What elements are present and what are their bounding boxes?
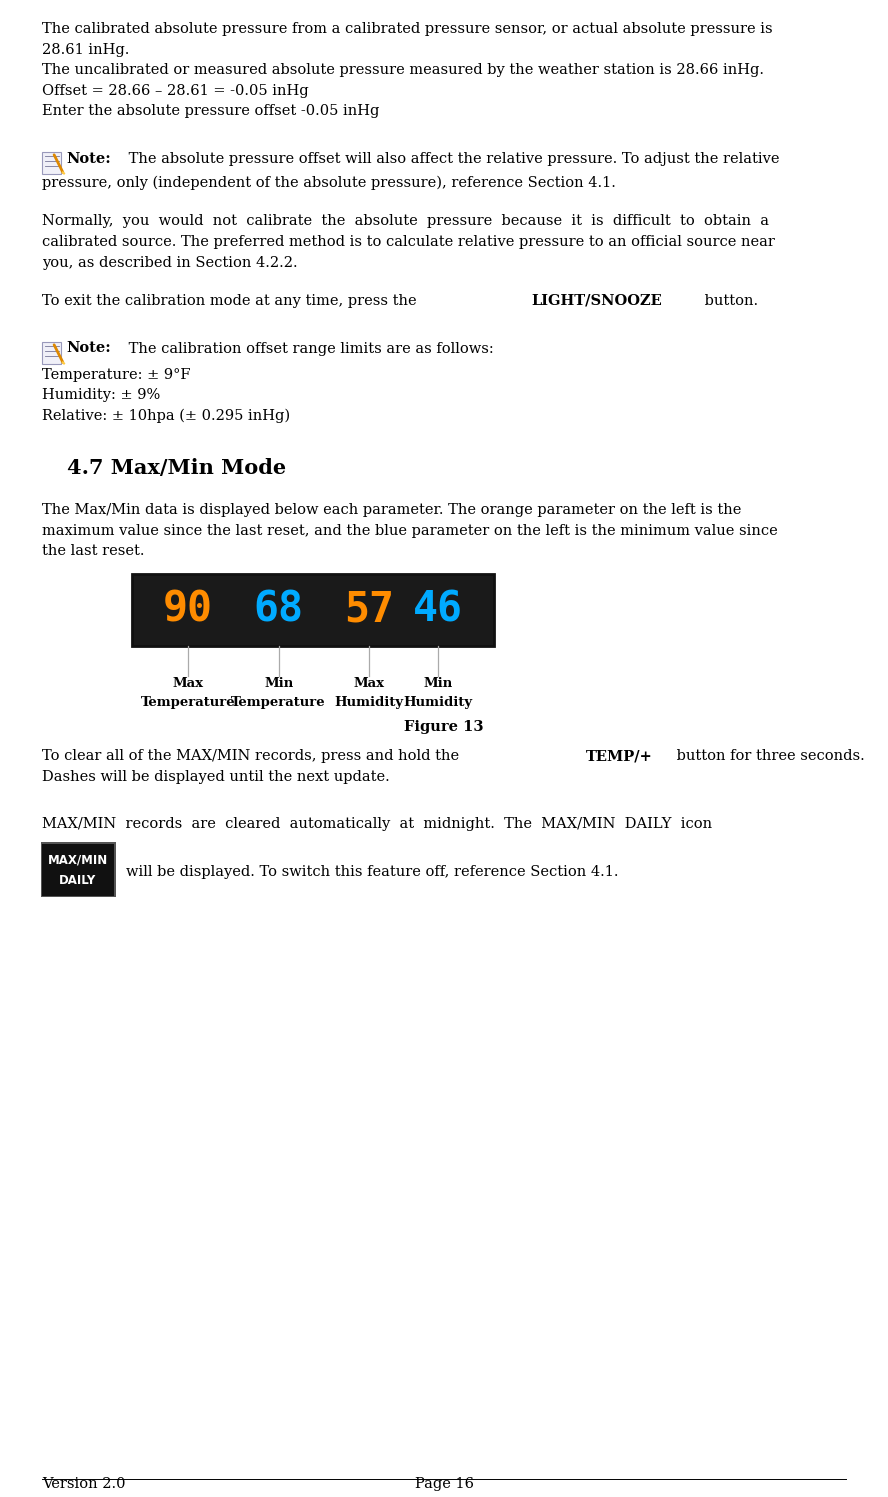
Text: Temperature: Temperature (141, 696, 235, 708)
FancyBboxPatch shape (42, 341, 60, 364)
Text: maximum value since the last reset, and the blue parameter on the left is the mi: maximum value since the last reset, and … (42, 524, 778, 537)
Text: Offset = 28.66 – 28.61 = -0.05 inHg: Offset = 28.66 – 28.61 = -0.05 inHg (42, 84, 309, 97)
Text: will be displayed. To switch this feature off, reference Section 4.1.: will be displayed. To switch this featur… (126, 865, 619, 879)
Text: Humidity: Humidity (335, 696, 404, 708)
Text: Figure 13: Figure 13 (404, 720, 484, 734)
Text: Max: Max (172, 677, 203, 690)
Text: TEMP/+: TEMP/+ (586, 748, 653, 763)
Text: Min: Min (424, 677, 453, 690)
Text: LIGHT/SNOOZE: LIGHT/SNOOZE (531, 293, 662, 308)
Text: Enter the absolute pressure offset -0.05 inHg: Enter the absolute pressure offset -0.05… (42, 103, 379, 118)
Text: Humidity: ± 9%: Humidity: ± 9% (42, 389, 160, 403)
Text: Temperature: Temperature (231, 696, 326, 708)
Text: Relative: ± 10hpa (± 0.295 inHg): Relative: ± 10hpa (± 0.295 inHg) (42, 409, 290, 424)
Text: calibrated source. The preferred method is to calculate relative pressure to an : calibrated source. The preferred method … (42, 235, 775, 249)
FancyBboxPatch shape (42, 844, 114, 895)
Text: button for three seconds.: button for three seconds. (672, 748, 865, 763)
Text: The calibrated absolute pressure from a calibrated pressure sensor, or actual ab: The calibrated absolute pressure from a … (42, 22, 773, 36)
Text: 28.61 inHg.: 28.61 inHg. (42, 42, 130, 57)
Text: pressure, only (independent of the absolute pressure), reference Section 4.1.: pressure, only (independent of the absol… (42, 177, 616, 190)
Text: The Max/Min data is displayed below each parameter. The orange parameter on the : The Max/Min data is displayed below each… (42, 503, 741, 518)
Text: 4.7 Max/Min Mode: 4.7 Max/Min Mode (67, 458, 286, 479)
Text: DAILY: DAILY (59, 874, 97, 886)
Text: The uncalibrated or measured absolute pressure measured by the weather station i: The uncalibrated or measured absolute pr… (42, 63, 764, 76)
Text: Version 2.0: Version 2.0 (42, 1478, 125, 1491)
Text: 57: 57 (345, 588, 394, 630)
Text: 46: 46 (413, 588, 463, 630)
Text: Humidity: Humidity (403, 696, 472, 708)
Text: Note:: Note: (67, 341, 111, 355)
Text: Min: Min (264, 677, 293, 690)
Text: To clear all of the MAX/MIN records, press and hold the: To clear all of the MAX/MIN records, pre… (42, 748, 464, 763)
Text: Dashes will be displayed until the next update.: Dashes will be displayed until the next … (42, 769, 390, 783)
Text: The calibration offset range limits are as follows:: The calibration offset range limits are … (124, 341, 494, 355)
Text: Normally,  you  would  not  calibrate  the  absolute  pressure  because  it  is : Normally, you would not calibrate the ab… (42, 214, 769, 229)
Text: The absolute pressure offset will also affect the relative pressure. To adjust t: The absolute pressure offset will also a… (124, 151, 780, 166)
Text: the last reset.: the last reset. (42, 545, 145, 558)
Text: MAX/MIN: MAX/MIN (48, 853, 108, 867)
Text: button.: button. (700, 293, 758, 308)
Text: MAX/MIN  records  are  cleared  automatically  at  midnight.  The  MAX/MIN  DAIL: MAX/MIN records are cleared automaticall… (42, 817, 712, 831)
Text: 68: 68 (254, 588, 304, 630)
Text: Note:: Note: (67, 151, 111, 166)
Text: Max: Max (353, 677, 385, 690)
FancyBboxPatch shape (42, 151, 60, 174)
FancyBboxPatch shape (41, 843, 115, 897)
Text: To exit the calibration mode at any time, press the: To exit the calibration mode at any time… (42, 293, 421, 308)
Text: Temperature: ± 9°F: Temperature: ± 9°F (42, 368, 191, 382)
Text: 90: 90 (163, 588, 213, 630)
Text: Page 16: Page 16 (415, 1478, 473, 1491)
Bar (132, 573, 494, 645)
Text: you, as described in Section 4.2.2.: you, as described in Section 4.2.2. (42, 256, 297, 269)
